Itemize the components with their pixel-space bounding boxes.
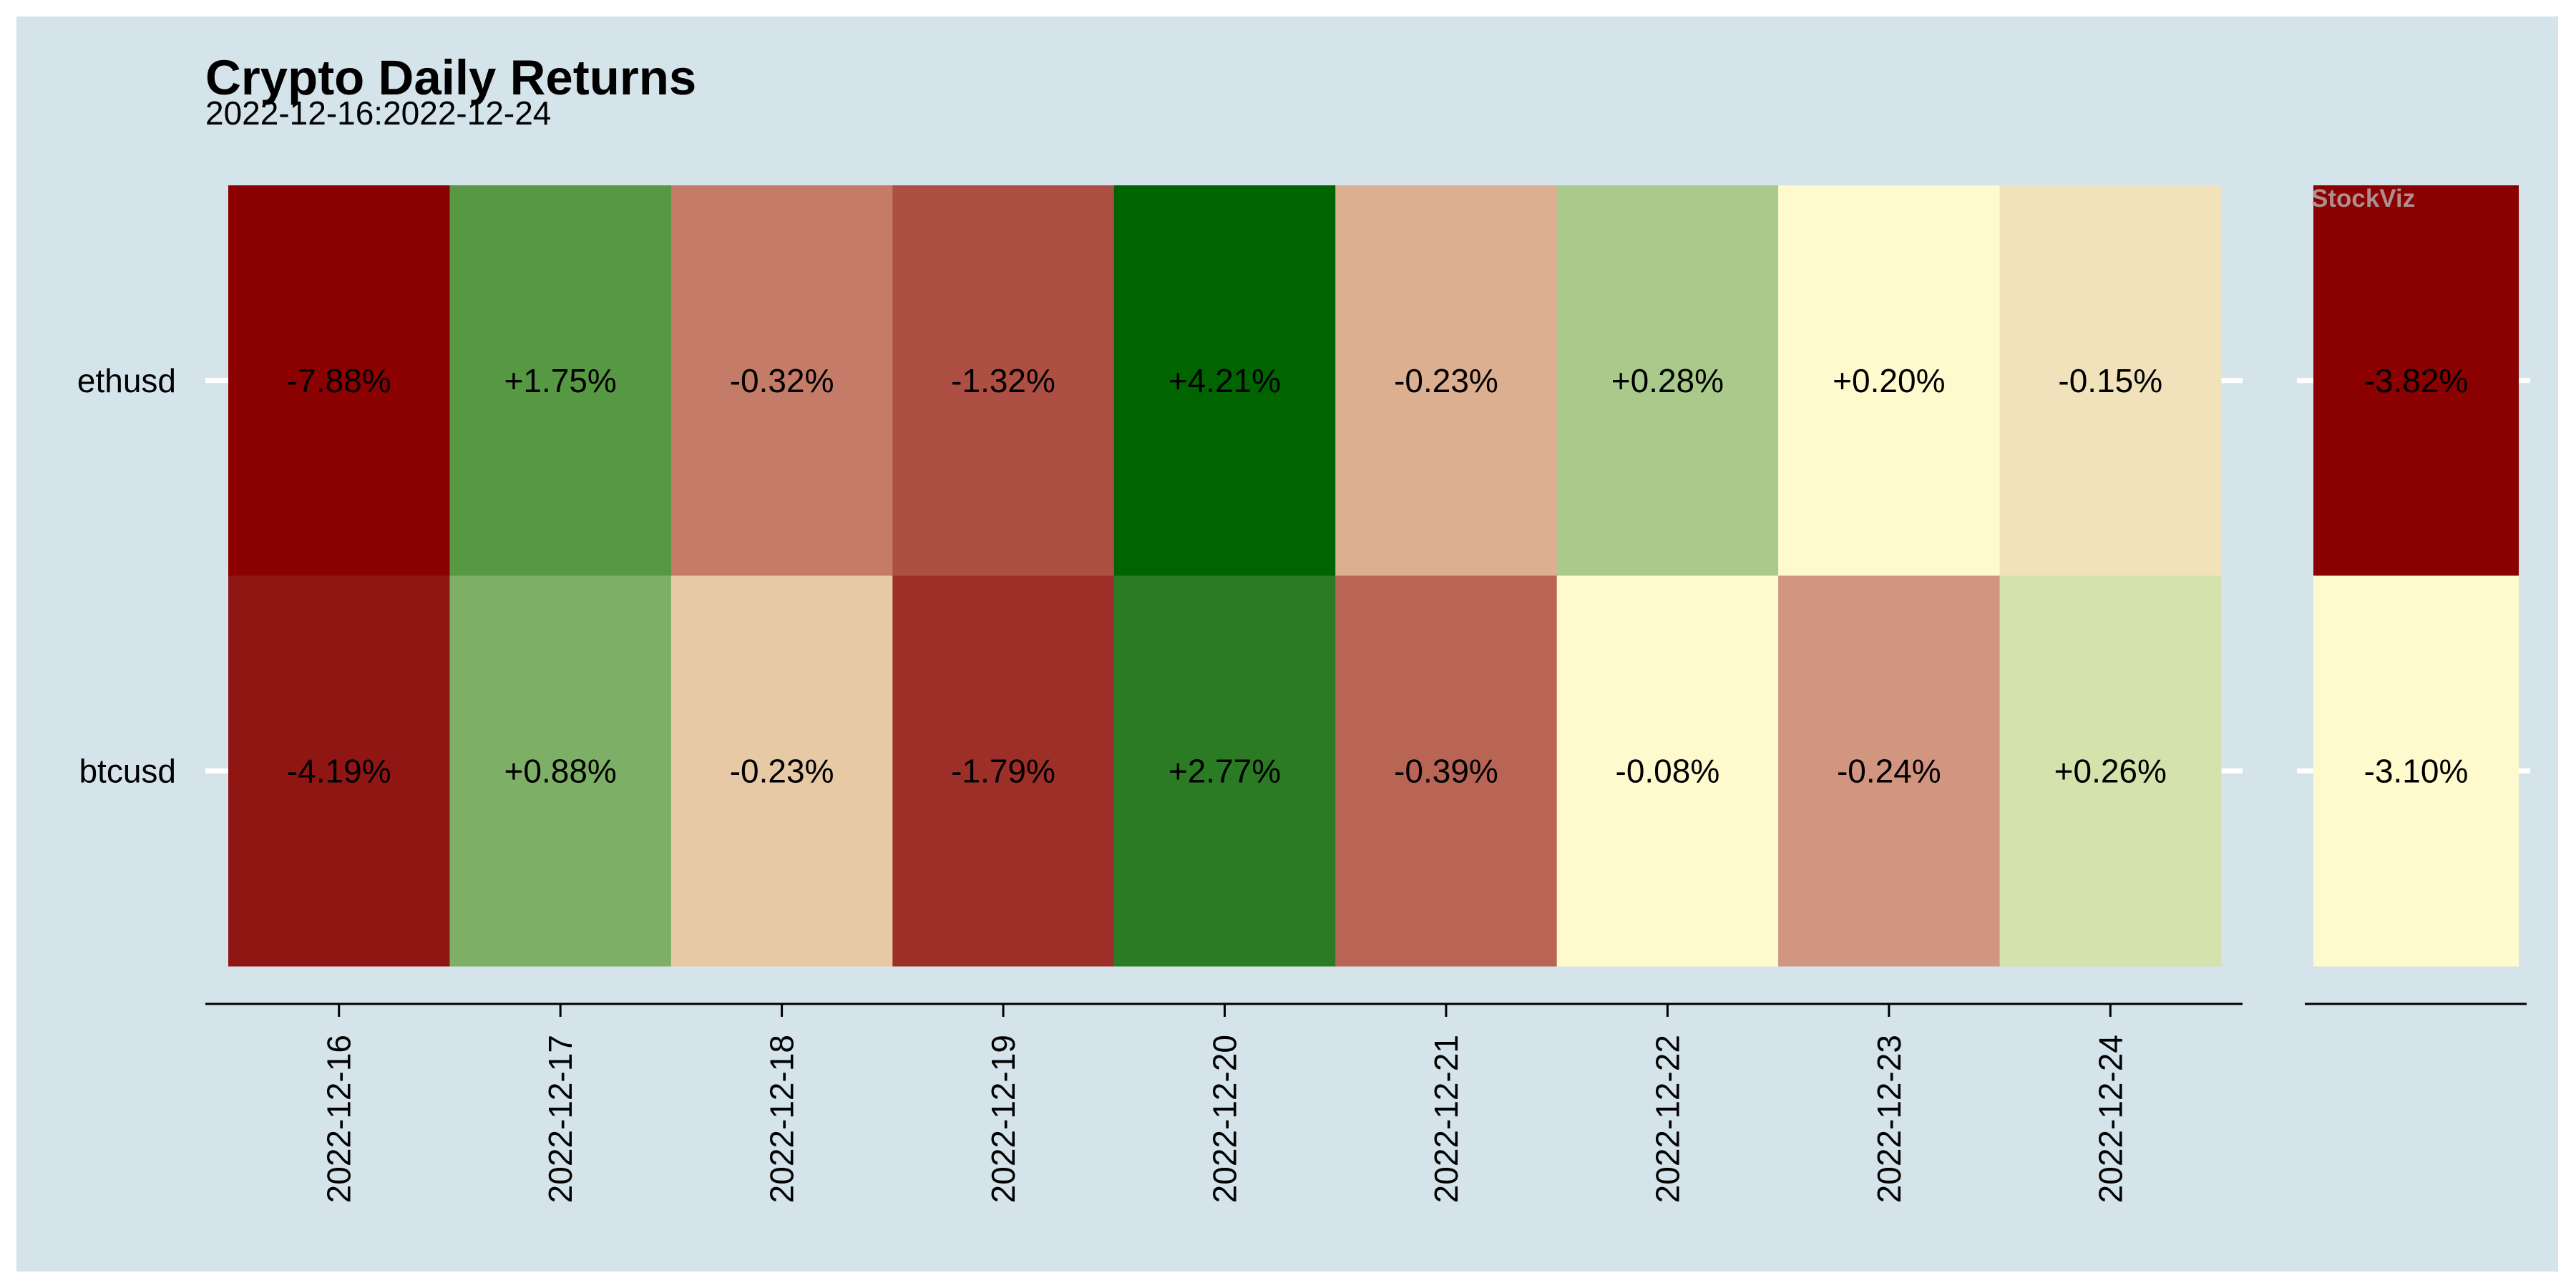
total-value-label: -3.82%	[2364, 362, 2469, 399]
heatmap-cell	[1999, 185, 2222, 577]
heatmap-cell	[892, 575, 1115, 967]
cell-layer	[228, 185, 2519, 967]
heatmap-cell	[228, 575, 451, 967]
heatmap-cell	[1335, 185, 1558, 577]
x-tick-label: 2022-12-18	[763, 1035, 801, 1203]
cell-value-label: +0.26%	[2054, 752, 2167, 789]
y-tick-label: btcusd	[79, 752, 176, 789]
cell-value-label: -0.32%	[730, 362, 834, 399]
heatmap-cell	[670, 185, 893, 577]
heatmap-cell	[1556, 185, 1779, 577]
cell-value-label: -0.15%	[2058, 362, 2162, 399]
cell-value-label: -0.24%	[1837, 752, 1941, 789]
cell-value-label: +0.28%	[1611, 362, 1724, 399]
stockviz-watermark: StockViz	[2311, 185, 2415, 213]
chart-subtitle: 2022-12-16:2022-12-24	[205, 94, 551, 132]
cell-value-label: -4.19%	[287, 752, 391, 789]
x-tick-label: 2022-12-24	[2092, 1035, 2129, 1203]
heatmap-cell	[449, 185, 672, 577]
heatmap-cell	[228, 185, 451, 577]
heatmap-cell	[1999, 575, 2222, 967]
total-cell	[2313, 575, 2519, 967]
heatmap-cell	[1778, 575, 2001, 967]
y-tick-label: ethusd	[77, 362, 176, 399]
heatmap-cell	[1113, 185, 1336, 577]
x-tick-label: 2022-12-23	[1870, 1035, 1908, 1203]
x-tick-label: 2022-12-21	[1428, 1035, 1465, 1203]
total-cell	[2313, 185, 2519, 577]
cell-value-label: +1.75%	[504, 362, 617, 399]
x-tick-label: 2022-12-20	[1206, 1035, 1244, 1203]
heatmap-cell	[449, 575, 672, 967]
heatmap-cell	[892, 185, 1115, 577]
heatmap-cell	[1778, 185, 2001, 577]
x-tick-label: 2022-12-19	[985, 1035, 1022, 1203]
cell-value-label: -0.23%	[1394, 362, 1498, 399]
total-value-label: -3.10%	[2364, 752, 2469, 789]
cell-value-label: -0.23%	[730, 752, 834, 789]
cell-value-label: -7.88%	[287, 362, 391, 399]
cell-value-label: +0.20%	[1833, 362, 1945, 399]
chart-title: Crypto Daily Returns	[205, 50, 696, 105]
cell-value-label: -0.08%	[1616, 752, 1720, 789]
cell-value-label: +0.88%	[504, 752, 617, 789]
heatmap-cell	[670, 575, 893, 967]
x-tick-label: 2022-12-22	[1649, 1035, 1686, 1203]
cell-value-label: -0.39%	[1394, 752, 1498, 789]
axis-layer: 2022-12-16 2022-12-17 2022-12-18 2022-12-19…	[205, 185, 2527, 1203]
label-layer: ethusd btcusd -7.88% +1.75% -0.32% -1.32% +4.2…	[77, 362, 2469, 790]
heatmap-cell	[1335, 575, 1558, 967]
cell-value-label: -1.79%	[951, 752, 1055, 789]
x-tick-label: 2022-12-17	[542, 1035, 579, 1203]
x-tick-label: 2022-12-16	[321, 1035, 358, 1203]
heatmap-cell	[1556, 575, 1779, 967]
cell-value-label: +2.77%	[1169, 752, 1281, 789]
cell-value-label: -1.32%	[951, 362, 1055, 399]
cell-value-label: +4.21%	[1169, 362, 1281, 399]
heatmap-cell	[1113, 575, 1336, 967]
